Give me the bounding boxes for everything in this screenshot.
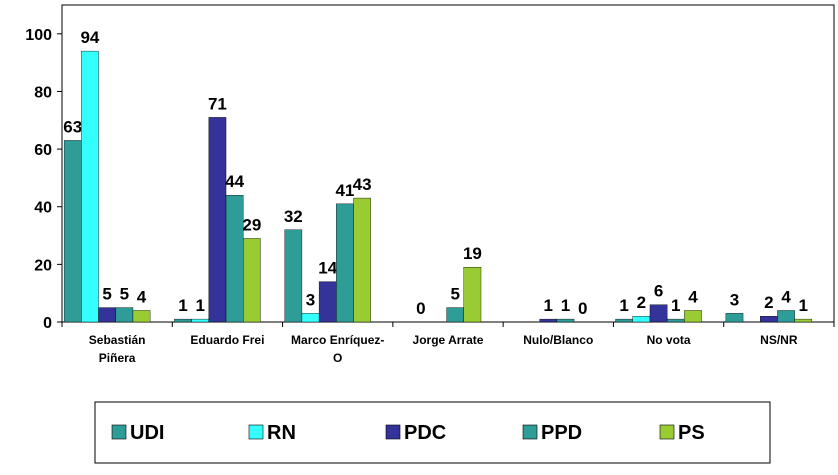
bar (615, 318, 633, 323)
data-label: 43 (353, 175, 372, 194)
bar (463, 267, 482, 323)
x-tick-label: Eduardo Frei (190, 333, 264, 347)
bar (684, 310, 702, 323)
legend-label: PPD (541, 422, 582, 444)
data-label: 14 (318, 259, 337, 278)
bar (208, 117, 227, 323)
legend-box (94, 401, 771, 464)
data-label: 5 (450, 285, 459, 304)
data-label: 44 (225, 172, 244, 191)
x-tick-label: Sebastián Piñera (89, 333, 146, 365)
data-label: 32 (284, 207, 303, 226)
x-tick-label-line: Sebastián (89, 333, 146, 347)
data-label: 3 (730, 290, 739, 309)
bar (539, 318, 558, 323)
data-label: 6 (654, 282, 663, 301)
data-label: 2 (637, 293, 646, 312)
bar (632, 316, 651, 323)
plot-area (61, 4, 835, 323)
legend-label: PS (678, 422, 705, 444)
bar (666, 318, 685, 323)
data-label: 19 (463, 244, 482, 263)
bar (725, 313, 744, 323)
legend-swatch (248, 424, 264, 440)
bar (301, 313, 320, 323)
legend-swatch (659, 424, 675, 440)
data-label: 4 (137, 287, 147, 306)
bar (63, 140, 82, 323)
y-tick-label: 100 (25, 27, 52, 44)
y-tick-label: 0 (43, 315, 52, 332)
bar (760, 316, 778, 323)
data-label: 1 (195, 296, 204, 315)
bar (353, 197, 371, 323)
y-tick-label: 60 (34, 142, 52, 159)
bar (174, 318, 192, 323)
x-tick-label-line: O (333, 351, 342, 365)
data-label: 94 (80, 28, 99, 47)
data-label: 5 (102, 285, 111, 304)
bar (446, 307, 465, 323)
y-tick-label: 20 (34, 257, 52, 274)
data-label: 1 (799, 296, 808, 315)
bar (556, 318, 575, 323)
data-label: 2 (764, 293, 773, 312)
bar (132, 310, 151, 323)
data-label: 1 (178, 296, 187, 315)
x-tick-label: Nulo/Blanco (523, 333, 593, 347)
data-label: 1 (561, 296, 570, 315)
legend-swatch (111, 424, 127, 440)
bar (284, 229, 303, 323)
x-tick-label: NS/NR (760, 333, 798, 347)
data-label: 4 (781, 287, 791, 306)
data-label: 4 (688, 287, 698, 306)
y-tick-label: 80 (34, 84, 52, 101)
data-label: 71 (208, 94, 227, 113)
bar (81, 50, 99, 323)
bar (98, 307, 116, 323)
bar (794, 318, 813, 323)
x-tick-label: No vota (647, 333, 691, 347)
x-tick-label-line: Piñera (99, 351, 136, 365)
data-label: 3 (306, 290, 315, 309)
data-label: 63 (63, 117, 82, 136)
data-label: 0 (416, 299, 425, 318)
bar (191, 318, 210, 323)
bar (777, 310, 795, 323)
bar (243, 238, 261, 323)
bar (336, 203, 354, 323)
legend-swatch (385, 424, 401, 440)
data-label: 0 (578, 299, 587, 318)
bar (115, 307, 134, 323)
legend-label: RN (267, 422, 296, 444)
y-tick-label: 40 (34, 200, 52, 217)
legend-label: PDC (404, 422, 446, 444)
bar (649, 304, 668, 323)
legend-label: UDI (130, 422, 164, 444)
data-label: 1 (671, 296, 680, 315)
bar (225, 194, 244, 323)
bar (318, 281, 337, 323)
data-label: 41 (335, 181, 354, 200)
x-tick-label-line: Marco Enríquez- (291, 333, 384, 347)
data-label: 29 (242, 215, 261, 234)
data-label: 5 (120, 285, 129, 304)
data-label: 1 (544, 296, 553, 315)
legend-swatch (522, 424, 538, 440)
x-tick-label: Jorge Arrate (413, 333, 484, 347)
x-tick-label: Marco Enríquez- O (291, 333, 384, 365)
data-label: 1 (619, 296, 628, 315)
